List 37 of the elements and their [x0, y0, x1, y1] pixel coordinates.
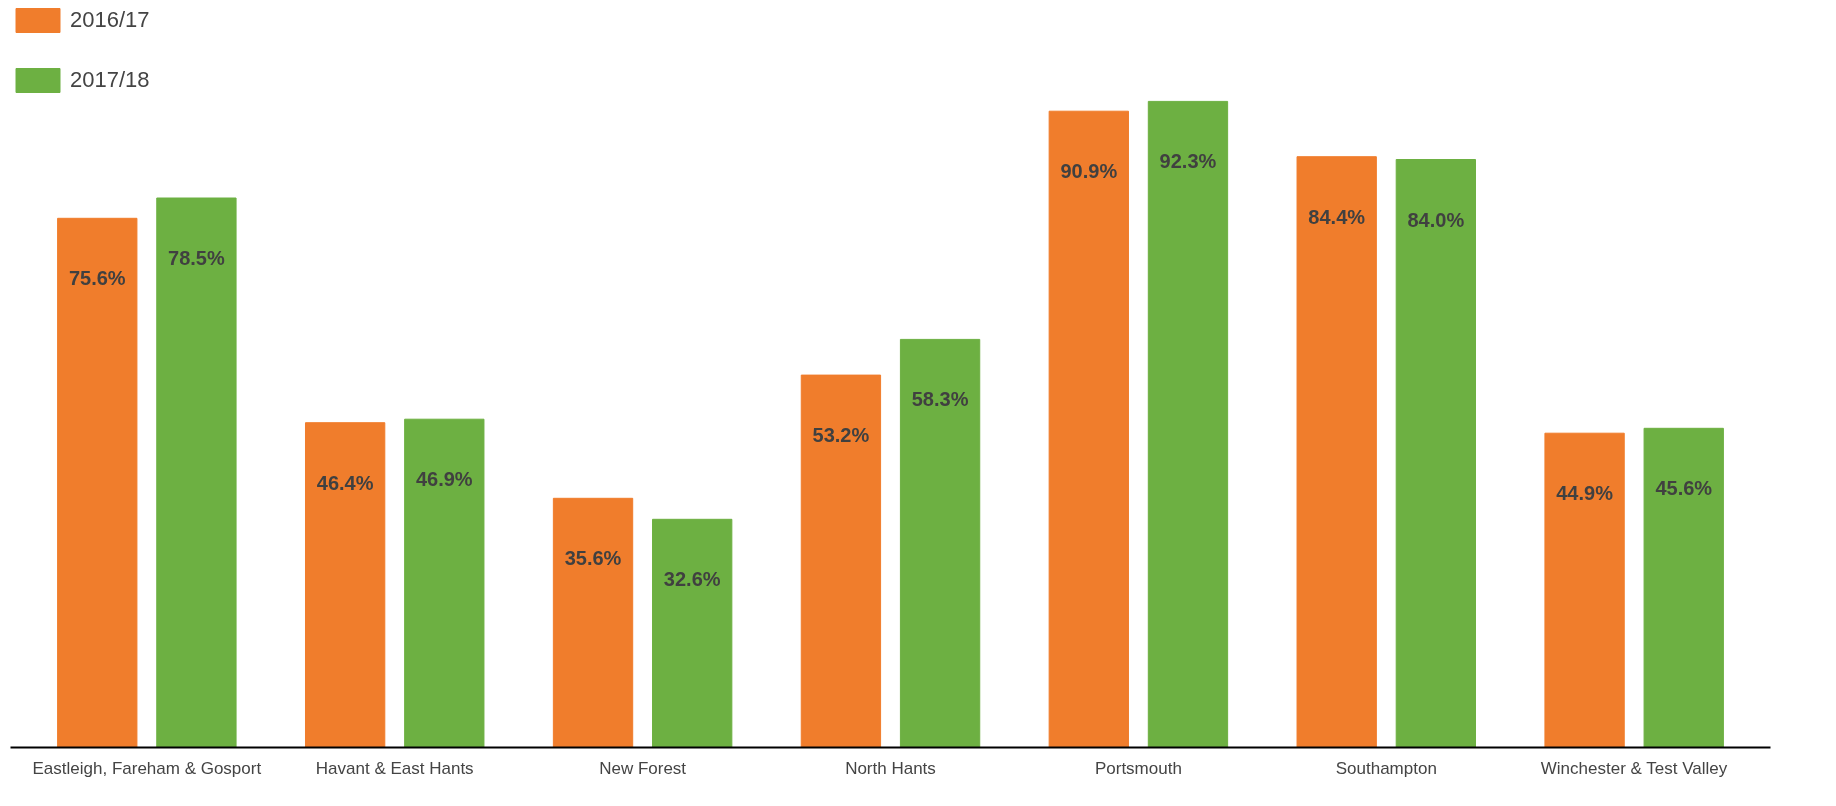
- x-tick-label: Portsmouth: [1094, 758, 1182, 778]
- bar: [1048, 110, 1129, 748]
- bar: [1147, 100, 1229, 748]
- x-tick-label: New Forest: [599, 758, 687, 778]
- bar: [404, 418, 485, 748]
- data-label: 46.9%: [415, 468, 473, 491]
- data-label: 84.4%: [1308, 205, 1366, 228]
- data-label: 32.6%: [663, 568, 721, 591]
- bar: [1296, 156, 1377, 748]
- data-label: 92.3%: [1159, 150, 1217, 173]
- legend-label: 2016/17: [70, 7, 150, 33]
- bar: [304, 422, 386, 748]
- data-label: 78.5%: [168, 247, 225, 269]
- bar: [552, 497, 634, 748]
- bar: [1395, 159, 1477, 748]
- legend-label: 2017/18: [70, 67, 150, 93]
- x-tick-label: Southampton: [1335, 758, 1437, 778]
- data-label: 35.6%: [564, 547, 622, 570]
- data-label: 45.6%: [1655, 477, 1713, 500]
- data-label: 46.4%: [316, 471, 374, 494]
- bar: [899, 338, 981, 748]
- data-label: 53.2%: [812, 424, 870, 447]
- x-tick-label: North Hants: [845, 758, 936, 778]
- data-label: 58.3%: [911, 388, 969, 411]
- x-tick-label: Winchester & Test Valley: [1540, 758, 1728, 778]
- bar: [800, 374, 882, 748]
- bar: [1544, 432, 1625, 748]
- bar: [1643, 427, 1724, 748]
- bar: [57, 217, 138, 748]
- x-tick-label: Eastleigh, Fareham & Gosport: [32, 758, 262, 778]
- data-label: 90.9%: [1060, 160, 1118, 183]
- data-label: 44.9%: [1556, 482, 1614, 505]
- data-label: 84.0%: [1407, 208, 1465, 231]
- bar: [652, 518, 733, 748]
- bar: [156, 197, 237, 748]
- data-label: 75.6%: [68, 267, 126, 290]
- x-tick-label: Havant & East Hants: [315, 758, 474, 778]
